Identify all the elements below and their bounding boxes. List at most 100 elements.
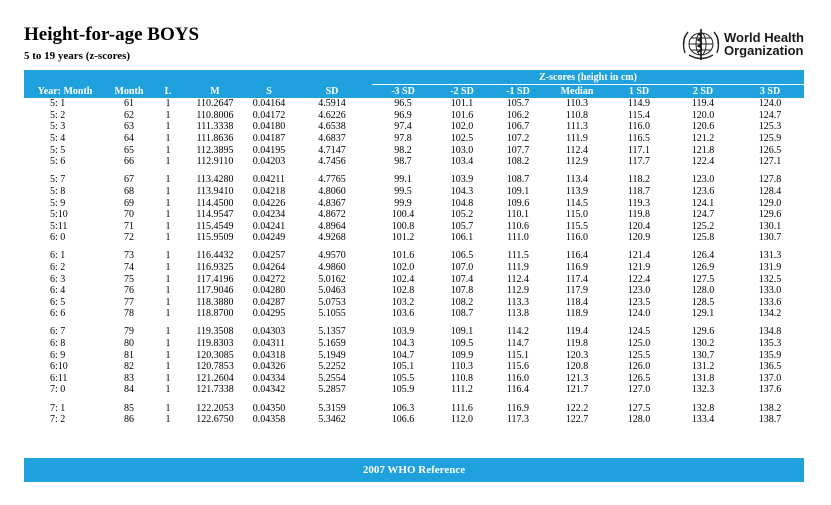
- table-cell: 128.5: [691, 296, 715, 308]
- table-cell: 113.4280: [196, 174, 234, 186]
- table-cell: 116.0: [565, 232, 589, 244]
- table-cell: 0.04164: [252, 98, 286, 110]
- column-header: S: [246, 84, 292, 98]
- page-subtitle: 5 to 19 years (z-scores): [24, 50, 131, 62]
- table-cell: 105.9: [391, 384, 415, 396]
- table-cell: 4.7147: [318, 144, 346, 156]
- table-row: 6:11 83 1 121.2604 0.04334 5.2554 105.5 110.8 11…: [24, 373, 804, 385]
- table-cell: 5: 2: [50, 109, 66, 121]
- column-header: SD: [292, 84, 372, 98]
- table-cell: 132.3: [691, 384, 715, 396]
- table-cell: 65: [124, 144, 134, 156]
- table-cell: 97.4: [394, 121, 412, 133]
- table-cell: 127.0: [627, 384, 651, 396]
- table-cell: 105.1: [391, 361, 415, 373]
- table-cell: 0.04280: [252, 285, 286, 297]
- table-cell: 131.3: [758, 250, 782, 262]
- table-cell: 0.04226: [252, 197, 286, 209]
- table-cell: 121.9: [627, 262, 651, 274]
- table-cell: 105.7: [506, 98, 530, 110]
- table-cell: 101.6: [450, 109, 474, 121]
- table-cell: 5.2554: [318, 372, 346, 384]
- table-cell: 133.6: [758, 296, 782, 308]
- table-cell: 1: [165, 338, 171, 350]
- table-row: 5: 5 65 1 112.3895 0.04195 4.7147 98.2 103.0 107…: [24, 144, 804, 156]
- table-cell: 110.8006: [196, 109, 234, 121]
- table-cell: 71: [124, 220, 134, 232]
- table-cell: 132.5: [758, 273, 782, 285]
- table-cell: 118.3880: [196, 296, 234, 308]
- table-cell: 113.4: [565, 174, 589, 186]
- table-cell: 78: [124, 308, 134, 320]
- column-header: L: [152, 84, 184, 98]
- table-cell: 125.5: [627, 349, 651, 361]
- table-row: 5: 9 69 1 114.4500 0.04226 4.8367 99.9 104.8 109…: [24, 197, 804, 209]
- who-emblem-icon: [682, 29, 720, 60]
- table-cell: 106.7: [506, 121, 530, 133]
- table-cell: 128.0: [691, 285, 715, 297]
- table-cell: 0.04287: [252, 296, 286, 308]
- table-cell: 6: 3: [50, 273, 66, 285]
- table-cell: 0.04218: [252, 185, 286, 197]
- table-cell: 5.0463: [318, 285, 346, 297]
- table-row: 6: 8 80 1 119.8303 0.04311 5.1659 104.3 109.5 11…: [24, 338, 804, 350]
- table-cell: 5: 8: [50, 185, 66, 197]
- table-cell: 119.3: [627, 197, 651, 209]
- table-cell: 5.2857: [318, 384, 346, 396]
- table-cell: 86: [124, 414, 134, 426]
- table-cell: 6: 1: [50, 250, 66, 262]
- table-cell: 118.4: [565, 296, 589, 308]
- who-logo-text: World Health Organization: [724, 31, 804, 57]
- height-for-age-table: Z-scores (height in cm) Year: Month Month…: [24, 70, 805, 426]
- table-row: 6:10 82 1 120.7853 0.04326 5.2252 105.1 110.3 11…: [24, 361, 804, 373]
- table-cell: 110.3: [450, 361, 474, 373]
- table-row: 6: 3 75 1 117.4196 0.04272 5.0162 102.4 107.4 11…: [24, 273, 804, 285]
- table-cell: 116.9: [565, 262, 589, 274]
- table-row: 7: 2 86 1 122.6750 0.04358 5.3462 106.6 112.0 11…: [24, 414, 804, 426]
- table-cell: 0.04272: [252, 273, 286, 285]
- table-cell: 117.9: [565, 285, 589, 297]
- table-cell: 5.2252: [318, 361, 346, 373]
- table-row: 6: 6 78 1 118.8700 0.04295 5.1055 103.6 108.7 11…: [24, 308, 804, 320]
- zscores-header: Z-scores (height in cm): [372, 70, 805, 85]
- table-cell: 75: [124, 273, 134, 285]
- table-cell: 107.2: [506, 133, 530, 145]
- table-cell: 127.5: [691, 273, 715, 285]
- table-cell: 7: 0: [50, 384, 66, 396]
- table-cell: 111.6: [451, 402, 473, 414]
- table-cell: 119.8303: [196, 338, 234, 350]
- column-header: -3 SD: [372, 84, 434, 98]
- table-cell: 6: 5: [50, 296, 66, 308]
- table-cell: 99.9: [394, 197, 412, 209]
- column-header: M: [184, 84, 246, 98]
- table-cell: 104.3: [391, 338, 415, 350]
- table-cell: 123.0: [691, 174, 715, 186]
- table-cell: 111.3: [566, 121, 588, 133]
- table-cell: 116.4: [565, 250, 589, 262]
- table-row: 6: 7 79 1 119.3508 0.04303 5.1357 103.9 109.1 11…: [24, 326, 804, 338]
- table-cell: 119.8: [565, 338, 589, 350]
- table-cell: 112.3895: [196, 144, 234, 156]
- table-cell: 125.8: [691, 232, 715, 244]
- table-cell: 115.5: [565, 220, 589, 232]
- table-cell: 111.5: [507, 250, 529, 262]
- table-cell: 6: 2: [50, 262, 66, 274]
- column-header: -1 SD: [490, 84, 546, 98]
- table-cell: 98.2: [394, 144, 412, 156]
- table-cell: 102.8: [391, 285, 415, 297]
- page-title: Height-for-age BOYS: [24, 24, 200, 45]
- table-cell: 0.04350: [252, 402, 286, 414]
- table-cell: 1: [165, 232, 171, 244]
- table-cell: 122.2053: [196, 402, 234, 414]
- table-cell: 102.4: [391, 273, 415, 285]
- table-cell: 128.0: [627, 414, 651, 426]
- table-cell: 0.04234: [252, 209, 286, 221]
- table-cell: 1: [165, 121, 171, 133]
- table-cell: 117.1: [627, 144, 651, 156]
- table-cell: 1: [165, 296, 171, 308]
- table-cell: 106.1: [450, 232, 474, 244]
- table-cell: 104.7: [391, 349, 415, 361]
- table-cell: 114.9: [627, 98, 651, 110]
- column-header: 3 SD: [736, 84, 805, 98]
- table-cell: 114.9547: [196, 209, 234, 221]
